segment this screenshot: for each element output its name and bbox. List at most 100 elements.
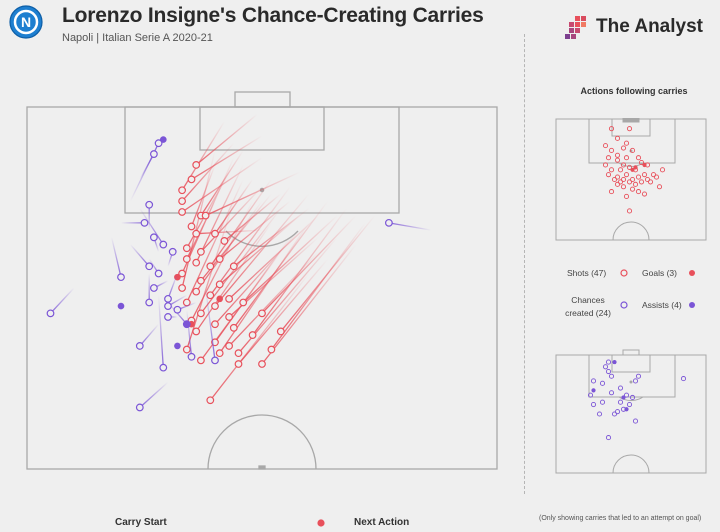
shot-end-marker <box>196 247 205 256</box>
shot-mini-point <box>626 126 633 132</box>
shot-mini-point <box>641 172 648 178</box>
chance-mini-point <box>635 373 642 379</box>
page-subtitle: Napoli | Italian Serie A 2020-21 <box>62 32 213 44</box>
shot-mini-point <box>641 191 648 197</box>
assist-end-marker <box>160 136 167 143</box>
shot-carry-line <box>181 142 235 202</box>
shot-mini-point <box>608 147 615 154</box>
chance-carry-line <box>186 309 193 357</box>
shot-mini-point <box>635 174 642 180</box>
shot-end-marker <box>178 208 187 216</box>
chance-mini-point <box>623 392 630 398</box>
chance-mini-point <box>605 368 612 375</box>
shot-end-marker <box>267 345 276 354</box>
svg-text:N: N <box>21 14 31 30</box>
shot-mini-point <box>650 172 657 178</box>
chance-end-marker <box>211 356 219 365</box>
chance-end-marker <box>135 403 144 412</box>
shot-carry-line <box>219 215 301 285</box>
shot-end-marker <box>201 211 210 220</box>
shot-end-marker <box>182 255 191 263</box>
chance-end-marker <box>159 240 168 249</box>
chance-end-marker <box>168 247 177 256</box>
shot-mini-point <box>620 176 627 183</box>
goal-top <box>234 91 291 108</box>
assist-mini-point <box>621 395 626 400</box>
shot-carry-line <box>238 258 329 365</box>
legend-carry-end-marker <box>317 519 325 527</box>
shot-mini-point <box>608 167 615 173</box>
chance-end-marker <box>187 352 196 361</box>
shot-mini-point <box>617 179 624 185</box>
shot-end-marker <box>248 331 257 339</box>
assist-end-marker <box>174 342 181 350</box>
chance-carry-line <box>139 323 160 347</box>
panel-divider <box>524 34 525 494</box>
shot-mini-point <box>614 135 621 141</box>
penalty-arc-top <box>225 230 299 247</box>
chance-mini-point <box>596 411 603 417</box>
shot-mini-point <box>647 179 654 185</box>
chance-end-marker <box>46 309 55 318</box>
shot-carry-line <box>261 215 357 314</box>
shot-carry-line <box>195 113 258 166</box>
shot-end-marker <box>220 237 229 245</box>
assist-mini-point <box>591 388 596 393</box>
shot-carry-line <box>190 164 216 227</box>
shot-mini-point <box>626 208 633 214</box>
shot-carry-line <box>228 215 319 300</box>
assist-mini-point <box>624 407 629 412</box>
shot-end-marker <box>206 291 215 300</box>
chance-mini-point <box>599 399 606 405</box>
shot-mini-point <box>614 174 621 180</box>
chance-mini-point <box>608 390 615 396</box>
assist-end-marker <box>183 320 191 328</box>
shot-end-marker <box>225 294 234 303</box>
chance-mini-point <box>608 373 615 379</box>
shot-carry-line <box>205 171 300 217</box>
chance-mini-point <box>587 392 594 398</box>
shots-mini-points <box>602 126 666 214</box>
shot-mini-point <box>629 176 636 183</box>
shot-carry-line <box>195 164 244 263</box>
shot-carry-line <box>200 186 263 253</box>
chance-end-marker <box>145 262 154 271</box>
shot-mini-point <box>620 184 627 190</box>
footnote: (Only showing carries that led to an att… <box>539 515 702 522</box>
shot-mini-point <box>608 126 615 132</box>
shot-end-marker <box>192 229 201 238</box>
goal-mini-point <box>630 167 635 172</box>
shot-end-marker <box>225 313 234 321</box>
chance-mini-point <box>617 385 624 391</box>
shot-mini-point <box>659 167 666 173</box>
chance-carry-line <box>129 244 150 267</box>
shot-end-marker <box>234 349 243 358</box>
shot-mini-point <box>653 174 660 180</box>
chance-end-marker <box>173 305 182 314</box>
center-circle <box>207 414 317 470</box>
shot-end-marker <box>215 280 224 289</box>
shot-carry-line <box>214 229 301 325</box>
shot-mini-point <box>626 164 633 170</box>
shot-carry-line <box>214 193 310 307</box>
shot-carry-line <box>228 251 319 347</box>
shot-carry-line <box>186 200 216 260</box>
legend-shots-label: Shots (47) <box>567 268 607 278</box>
shot-mini-point <box>620 162 627 168</box>
shot-mini-point <box>605 172 612 178</box>
legend-assists-label: Assists (4) <box>642 300 682 310</box>
shot-carry-line <box>214 179 254 235</box>
shots-mini-pitch <box>555 118 707 241</box>
shot-mini-point <box>635 189 642 195</box>
shot-mini-point <box>605 155 612 161</box>
shot-mini-point <box>632 181 639 187</box>
shot-end-marker <box>192 327 201 336</box>
chance-end-marker <box>154 139 163 148</box>
chance-end-marker <box>145 200 154 209</box>
chance-carry-line <box>139 153 155 180</box>
goal-end-marker <box>216 295 223 303</box>
shot-end-marker <box>187 222 196 231</box>
shot-end-marker <box>258 309 266 318</box>
shot-end-marker <box>196 309 205 318</box>
shot-mini-point <box>614 181 621 187</box>
